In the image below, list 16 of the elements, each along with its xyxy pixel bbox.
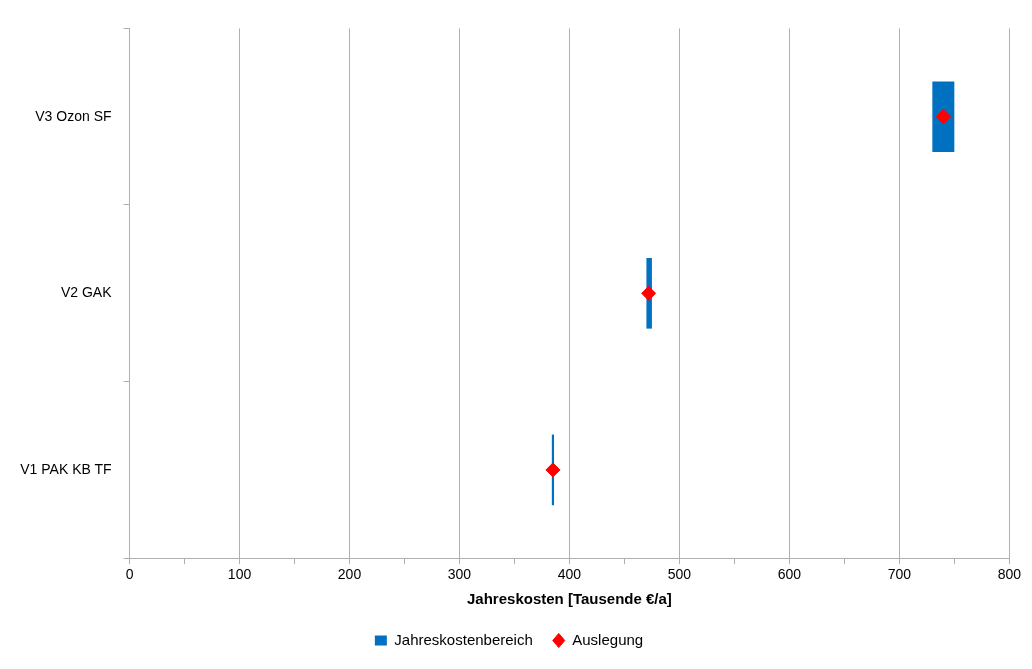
bar [932, 81, 955, 153]
x-tick-label: 600 [777, 566, 802, 583]
x-tick-label: 800 [997, 566, 1022, 583]
x-axis-title: Jahreskosten [Tausende €/a] [467, 590, 672, 608]
x-tick-label: 200 [337, 566, 362, 583]
x-tick-label: 300 [447, 566, 472, 583]
y-tick-label: V2 GAK [60, 284, 113, 301]
y-tick-label: V3 Ozon SF [35, 107, 112, 124]
y-tick-label: V1 PAK KB TF [20, 460, 112, 477]
x-tick-label: 100 [227, 566, 252, 583]
legend-label: Auslegung [572, 630, 644, 648]
x-tick-label: 400 [557, 566, 582, 583]
x-tick-label: 700 [887, 566, 912, 583]
x-tick-label: 0 [125, 566, 134, 583]
legend-label: Jahreskostenbereich [394, 630, 533, 648]
x-tick-label: 500 [667, 566, 692, 583]
